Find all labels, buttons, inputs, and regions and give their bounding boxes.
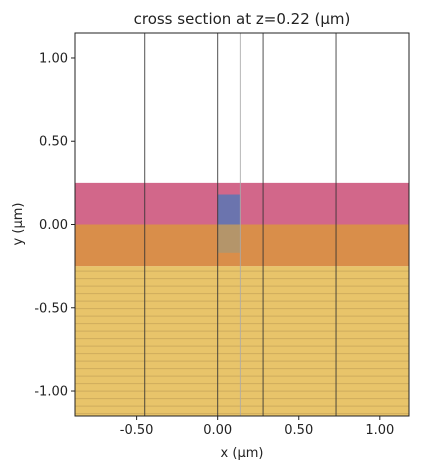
x-tick-label: -0.50 (120, 423, 154, 438)
chart-title: cross section at z=0.22 (μm) (134, 10, 351, 28)
region-box (75, 224, 409, 267)
region-substrate-hatch (75, 270, 409, 415)
plot-area (75, 33, 409, 416)
region-cladding (75, 182, 409, 225)
region-core (217, 194, 241, 225)
x-tick-label: 1.00 (365, 423, 394, 438)
y-tick-label: 0.50 (39, 135, 68, 150)
y-tick-label: 0.00 (39, 218, 68, 233)
region-core-below (217, 224, 241, 253)
x-axis-label: x (μm) (221, 446, 264, 461)
x-axis: -0.50 0.00 0.50 1.00 (120, 416, 394, 438)
x-tick-label: 0.50 (284, 423, 313, 438)
y-axis: -1.00 -0.50 0.00 0.50 1.00 (34, 51, 75, 400)
region-substrate (75, 266, 409, 416)
y-tick-label: 1.00 (39, 51, 68, 66)
x-tick-label: 0.00 (203, 423, 232, 438)
y-tick-label: -0.50 (34, 301, 68, 316)
y-tick-label: -1.00 (34, 385, 68, 400)
y-axis-label: y (μm) (11, 203, 26, 246)
